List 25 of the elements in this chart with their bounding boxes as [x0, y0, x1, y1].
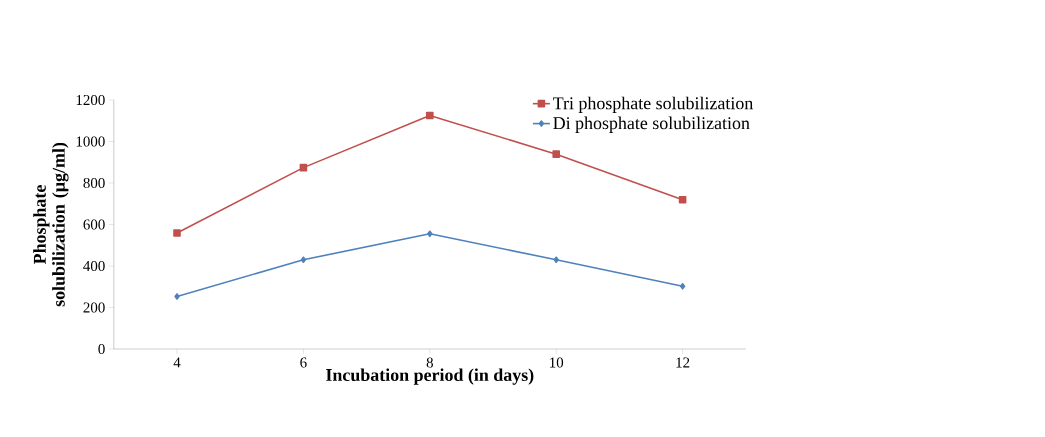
y-tick-label: 600	[83, 219, 105, 230]
y-tick-label: 800	[83, 177, 105, 189]
x-tick-label: 6	[300, 357, 307, 368]
point	[174, 293, 180, 300]
point	[426, 111, 434, 120]
x-tick-label: 10	[550, 357, 564, 368]
point	[552, 150, 561, 158]
y-tick-label: 400	[83, 260, 105, 272]
legend-label: Tri phosphate solubilization	[553, 96, 754, 113]
point	[679, 283, 686, 290]
x-tick-label: 4	[173, 357, 181, 368]
y-axis-title: Phosphate solubilization (µg/ml)	[33, 142, 69, 307]
y-tick-label: 200	[83, 302, 105, 313]
x-tick-label: 8	[426, 357, 433, 368]
y-tick-label: 1200	[76, 94, 105, 106]
x-axis-title: Incubation period (in days)	[326, 368, 534, 385]
point	[173, 229, 181, 237]
y-tick-label: 0	[98, 343, 105, 355]
legend-label: Di phosphate solubilization	[553, 116, 750, 133]
point	[553, 256, 559, 264]
x-tick-label: 12	[676, 357, 690, 368]
point	[678, 195, 687, 204]
y-tick-label: 1000	[76, 136, 105, 147]
point	[427, 230, 433, 238]
point	[300, 256, 307, 264]
